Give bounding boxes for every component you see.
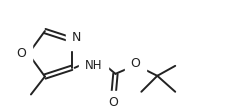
Text: O: O: [16, 47, 26, 60]
Text: N: N: [72, 31, 81, 44]
Text: NH: NH: [85, 59, 102, 72]
Text: O: O: [109, 96, 118, 109]
Text: O: O: [130, 57, 140, 70]
